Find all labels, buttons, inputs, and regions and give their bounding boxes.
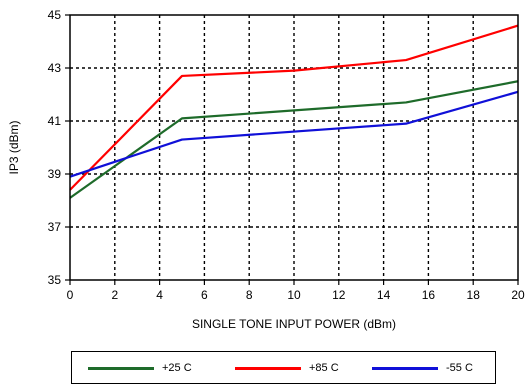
x-tick-label: 0 <box>67 288 74 302</box>
x-tick-label: 4 <box>156 288 163 302</box>
plot-frame <box>69 14 519 281</box>
legend: +25 C +85 C -55 C <box>71 351 496 384</box>
legend-label-25c: +25 C <box>162 362 192 374</box>
grid-lines <box>70 15 518 280</box>
y-tick-label: 39 <box>48 167 62 181</box>
x-tick-label: 2 <box>111 288 118 302</box>
x-tick-label: 18 <box>467 288 481 302</box>
x-tick-label: 14 <box>377 288 391 302</box>
series-lines <box>69 24 519 199</box>
series-line <box>69 80 519 199</box>
x-tick-label: 12 <box>332 288 346 302</box>
y-tick-label: 37 <box>48 220 62 234</box>
y-tick-label: 41 <box>48 114 62 128</box>
legend-item-minus55c: -55 C <box>372 361 473 375</box>
series-line <box>69 24 519 191</box>
ip3-chart: 0 2 4 6 8 10 12 14 16 18 20 35 37 39 41 43 45 SINGLE TON… <box>7 8 525 331</box>
legend-swatch-minus55c <box>372 366 438 370</box>
x-tick-label: 8 <box>246 288 253 302</box>
legend-swatch-85c <box>235 366 301 370</box>
legend-swatch-25c <box>88 366 154 370</box>
y-tick-label: 43 <box>48 61 62 75</box>
x-tick-label: 6 <box>201 288 208 302</box>
y-tick-label: 45 <box>48 8 62 22</box>
x-tick-label: 20 <box>511 288 525 302</box>
y-axis-label: IP3 (dBm) <box>7 120 21 174</box>
legend-item-25c: +25 C <box>88 361 192 375</box>
series-line <box>69 90 519 178</box>
legend-label-minus55c: -55 C <box>446 362 473 374</box>
x-tick-label: 16 <box>422 288 436 302</box>
legend-item-85c: +85 C <box>235 361 339 375</box>
axis-ticks <box>65 14 519 285</box>
x-axis-label: SINGLE TONE INPUT POWER (dBm) <box>192 317 396 331</box>
tick-labels: 0 2 4 6 8 10 12 14 16 18 20 35 37 39 41 43 45 <box>48 8 525 302</box>
legend-label-85c: +85 C <box>309 362 339 374</box>
x-tick-label: 10 <box>287 288 301 302</box>
y-tick-label: 35 <box>48 273 62 287</box>
